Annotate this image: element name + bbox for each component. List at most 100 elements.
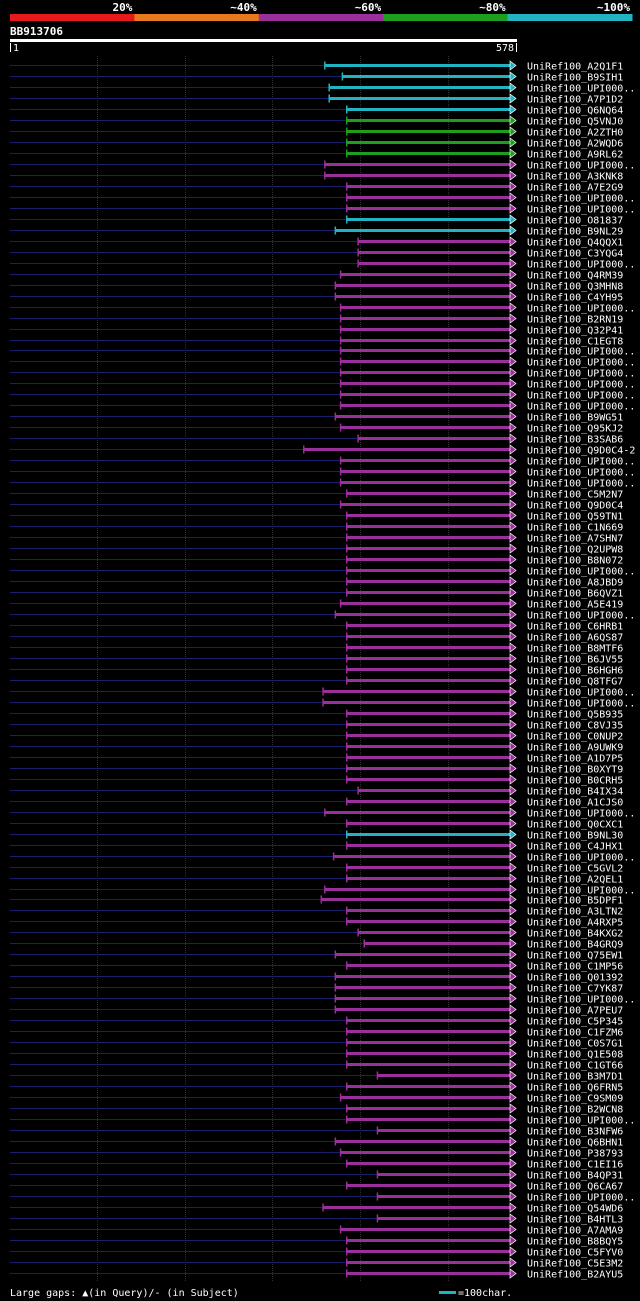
hit-bar [335,1140,511,1143]
hit-row: UniRef100_UPI000.. [10,1191,635,1204]
hit-bar [377,1129,511,1132]
hit-bar [346,822,511,825]
hit-name: UniRef100_B9NL30 [527,831,623,842]
hit-bar [346,1030,511,1033]
hit-end-arrow [509,422,517,433]
hit-bar [340,470,511,473]
hit-name: UniRef100_A7AMA9 [527,1226,623,1237]
hit-row: UniRef100_UPI000.. [10,1114,635,1127]
hit-bar [346,833,511,836]
hit-row: UniRef100_B8MTF6 [10,642,623,655]
hit-bar [340,503,511,506]
hit-bar [358,251,511,254]
hit-bar [340,459,511,462]
hit-row: UniRef100_B6JV55 [10,653,623,666]
hit-row: UniRef100_B2AYU5 [10,1268,623,1281]
hit-row: UniRef100_B4KXG2 [10,927,623,940]
hit-row: UniRef100_B3NFW6 [10,1125,623,1138]
hit-name: UniRef100_C0S7G1 [527,1039,623,1050]
hit-end-arrow [509,477,517,488]
hit-name: UniRef100_C5FYV0 [527,1248,623,1259]
hit-row: UniRef100_Q2UPW8 [10,543,623,556]
hit-row: UniRef100_C6HRB1 [10,620,623,633]
hit-bar [377,1173,511,1176]
hit-name: UniRef100_B3SAB6 [527,435,623,446]
hit-end-arrow [509,697,517,708]
hit-name: UniRef100_Q54WD6 [527,1204,623,1215]
hit-bar [346,964,511,967]
hit-end-arrow [509,1191,517,1202]
legend-label: ~40% [230,1,257,14]
gap-legend-text: Large gaps: ▲(in Query)/- (in Subject) [10,1288,239,1299]
hit-bar [340,1096,511,1099]
hit-row: UniRef100_A4RXP5 [10,916,623,929]
hit-row: UniRef100_Q6CA67 [10,1180,623,1193]
hit-row: UniRef100_A3LTN2 [10,905,623,918]
hit-name: UniRef100_A9UWK9 [527,743,623,754]
hit-end-arrow [509,873,517,884]
hit-end-arrow [509,1125,517,1136]
hit-row: UniRef100_UPI000.. [10,807,635,820]
hit-name: UniRef100_A2WQD6 [527,139,623,150]
hit-rows: UniRef100_A2Q1F1UniRef100_B9SIH1UniRef10… [10,60,635,1281]
hit-name: UniRef100_B8N072 [527,556,623,567]
hit-end-arrow [509,587,517,598]
hit-bar [340,306,511,309]
hit-row: UniRef100_UPI000.. [10,400,635,413]
hit-name: UniRef100_B4QP31 [527,1171,623,1182]
hit-row: UniRef100_C0NUP2 [10,730,623,743]
hit-end-arrow [509,532,517,543]
hit-bar [340,426,511,429]
hit-end-arrow [509,1103,517,1114]
hit-bar [377,1195,511,1198]
hit-end-arrow [509,1059,517,1070]
hit-bar [346,1272,511,1275]
hit-end-arrow [509,71,517,82]
hit-row: UniRef100_UPI000.. [10,302,635,315]
hit-row: UniRef100_B0CRH5 [10,774,623,787]
hit-end-arrow [509,927,517,938]
hit-row: UniRef100_UPI000.. [10,203,635,216]
hit-row: UniRef100_A7E2G9 [10,181,623,194]
hit-row: UniRef100_A3KNK8 [10,170,623,183]
hit-row: UniRef100_B4GRQ9 [10,938,623,951]
hit-row: UniRef100_C5FYV0 [10,1246,623,1259]
hit-name: UniRef100_UPI000.. [527,205,635,216]
hit-bar [346,646,511,649]
hit-row: UniRef100_B9NL29 [10,225,623,238]
hit-bar [377,1074,511,1077]
hit-row: UniRef100_A1CJS0 [10,796,623,809]
hit-end-arrow [509,1026,517,1037]
hit-bar [346,920,511,923]
hit-end-arrow [509,159,517,170]
hit-row: UniRef100_Q8TFG7 [10,675,623,688]
hit-end-arrow [509,247,517,258]
hit-bar [346,723,511,726]
hit-name: UniRef100_C5M2N7 [527,490,623,501]
hit-row: UniRef100_UPI000.. [10,686,635,699]
hit-end-arrow [509,302,517,313]
hit-name: UniRef100_Q5B935 [527,710,623,721]
hit-bar [346,130,511,133]
hit-name: UniRef100_Q59TN1 [527,512,623,523]
hit-end-arrow [509,1136,517,1147]
hit-end-arrow [509,818,517,829]
hit-bar [346,844,511,847]
hit-name: UniRef100_Q01392 [527,973,623,984]
hit-bar [340,1151,511,1154]
hit-bar [324,811,511,814]
hit-row: UniRef100_Q5B935 [10,708,623,721]
hit-name: UniRef100_UPI000.. [527,369,635,380]
hit-row: UniRef100_A8JBD9 [10,576,623,589]
hit-end-arrow [509,1048,517,1059]
hit-row: UniRef100_O81837 [10,214,623,227]
hit-bar [346,866,511,869]
hit-name: UniRef100_UPI000.. [527,809,635,820]
hit-bar [358,262,511,265]
hit-end-arrow [509,949,517,960]
hit-row: UniRef100_UPI000.. [10,455,635,468]
hit-name: UniRef100_C0NUP2 [527,732,623,743]
hit-end-arrow [509,686,517,697]
hit-name: UniRef100_UPI000.. [527,1193,635,1204]
